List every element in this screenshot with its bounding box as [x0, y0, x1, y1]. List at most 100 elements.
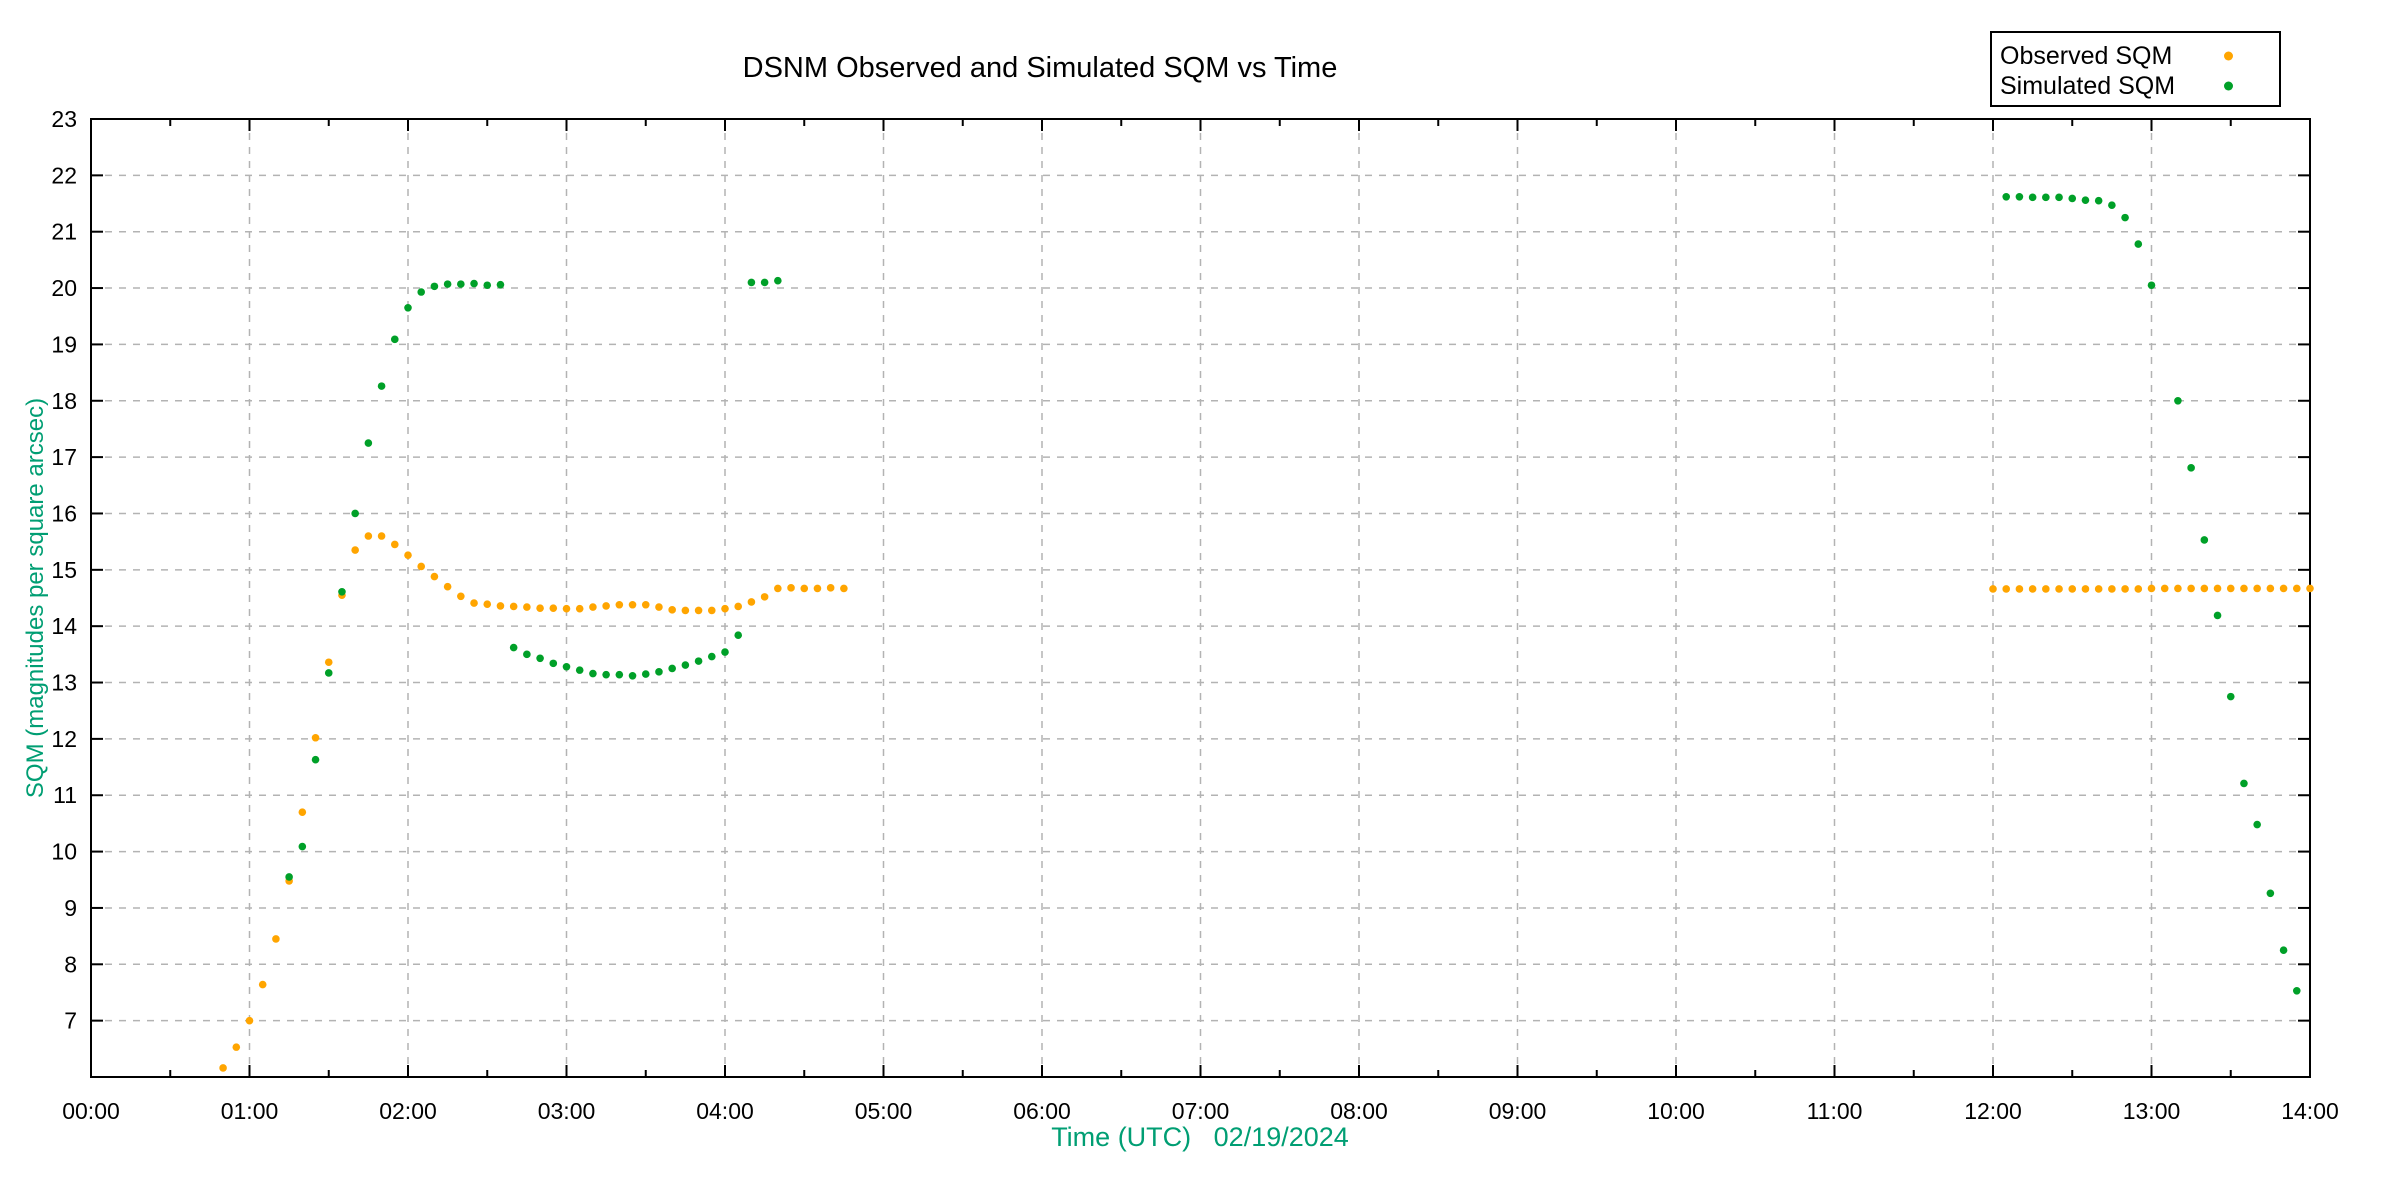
y-tick-label: 19: [51, 331, 77, 357]
legend-label-observed: Observed SQM: [2000, 42, 2173, 70]
x-tick-label: 05:00: [855, 1098, 913, 1124]
data-point-simulated-sqm: [536, 654, 544, 663]
data-point-observed-sqm: [2213, 584, 2222, 593]
x-tick-label: 10:00: [1647, 1098, 1705, 1124]
data-point-observed-sqm: [2306, 584, 2314, 593]
data-point-simulated-sqm: [483, 281, 492, 290]
data-point-observed-sqm: [2266, 584, 2275, 593]
data-point-simulated-sqm: [509, 643, 518, 652]
y-tick-label: 17: [51, 444, 77, 470]
data-point-observed-sqm: [2292, 584, 2301, 593]
data-point-simulated-sqm: [285, 873, 293, 881]
data-point-simulated-sqm: [694, 657, 703, 665]
y-tick-label: 9: [64, 895, 77, 921]
data-point-observed-sqm: [787, 584, 795, 592]
data-point-simulated-sqm: [338, 588, 346, 596]
data-point-observed-sqm: [575, 604, 584, 613]
data-point-observed-sqm: [2068, 585, 2077, 593]
data-point-simulated-sqm: [2094, 196, 2103, 205]
data-point-simulated-sqm: [2028, 193, 2037, 202]
x-tick-label: 11:00: [1807, 1098, 1863, 1124]
data-point-simulated-sqm: [404, 303, 412, 312]
x-tick-label: 07:00: [1172, 1098, 1230, 1124]
data-point-simulated-sqm: [681, 661, 690, 669]
data-point-observed-sqm: [457, 592, 465, 601]
data-point-simulated-sqm: [2068, 194, 2077, 203]
observed-marker-icon: [2224, 51, 2233, 61]
x-tick-label: 08:00: [1330, 1098, 1388, 1124]
data-point-simulated-sqm: [2121, 213, 2129, 222]
y-tick-label: 21: [51, 219, 77, 245]
data-point-simulated-sqm: [2279, 946, 2288, 955]
data-point-observed-sqm: [1989, 585, 1997, 593]
data-point-observed-sqm: [562, 604, 571, 613]
x-tick-label: 13:00: [2123, 1098, 2181, 1124]
data-point-observed-sqm: [800, 584, 809, 593]
data-point-simulated-sqm: [575, 666, 584, 674]
x-tick-label: 00:00: [62, 1098, 120, 1124]
data-point-observed-sqm: [404, 551, 412, 559]
data-point-observed-sqm: [655, 603, 663, 611]
data-point-observed-sqm: [2200, 584, 2209, 593]
data-point-observed-sqm: [2028, 585, 2037, 593]
data-point-simulated-sqm: [496, 280, 505, 289]
legend-box: Observed SQM Simulated SQM: [1990, 31, 2281, 107]
data-point-simulated-sqm: [2253, 820, 2261, 829]
data-point-observed-sqm: [536, 604, 544, 612]
data-point-observed-sqm: [364, 532, 373, 540]
data-point-observed-sqm: [2042, 585, 2050, 593]
data-point-observed-sqm: [523, 603, 531, 611]
data-point-observed-sqm: [813, 584, 822, 593]
x-tick-label: 14:00: [2281, 1098, 2339, 1124]
data-point-observed-sqm: [2108, 585, 2116, 593]
data-point-simulated-sqm: [390, 335, 399, 344]
y-tick-label: 15: [51, 557, 77, 583]
data-point-simulated-sqm: [2187, 464, 2195, 472]
data-point-simulated-sqm: [2042, 193, 2050, 202]
data-point-simulated-sqm: [2055, 193, 2063, 202]
x-tick-label: 02:00: [379, 1098, 437, 1124]
data-point-simulated-sqm: [734, 631, 743, 639]
data-point-observed-sqm: [258, 980, 267, 989]
data-point-observed-sqm: [2174, 584, 2182, 593]
data-point-observed-sqm: [470, 599, 478, 607]
y-tick-label: 22: [51, 162, 77, 188]
data-point-simulated-sqm: [417, 288, 426, 296]
data-point-simulated-sqm: [2213, 611, 2222, 620]
data-point-simulated-sqm: [311, 755, 320, 764]
data-point-observed-sqm: [219, 1064, 227, 1072]
y-tick-label: 14: [51, 613, 77, 639]
data-point-observed-sqm: [747, 598, 756, 606]
y-tick-label: 18: [51, 388, 77, 414]
data-point-observed-sqm: [2134, 585, 2143, 593]
data-point-observed-sqm: [417, 562, 426, 571]
data-point-observed-sqm: [324, 658, 333, 667]
data-point-simulated-sqm: [2226, 692, 2235, 701]
data-point-simulated-sqm: [2108, 201, 2116, 210]
data-point-observed-sqm: [2253, 584, 2261, 593]
y-axis-label: SQM (magnitudes per square arcsec): [22, 397, 49, 799]
data-point-simulated-sqm: [443, 280, 452, 288]
data-point-simulated-sqm: [457, 280, 465, 288]
data-point-observed-sqm: [2240, 584, 2248, 593]
data-point-simulated-sqm: [2002, 192, 2011, 201]
y-tick-label: 13: [51, 670, 77, 696]
data-point-simulated-sqm: [589, 669, 597, 678]
data-point-observed-sqm: [549, 604, 558, 612]
data-point-observed-sqm: [2226, 584, 2235, 593]
data-point-observed-sqm: [2279, 584, 2288, 593]
data-point-simulated-sqm: [2134, 240, 2143, 248]
data-point-observed-sqm: [2187, 584, 2195, 593]
data-point-observed-sqm: [774, 584, 782, 593]
data-point-simulated-sqm: [324, 669, 333, 677]
data-point-simulated-sqm: [602, 670, 610, 679]
data-point-observed-sqm: [589, 603, 597, 611]
data-point-observed-sqm: [232, 1043, 241, 1051]
data-point-observed-sqm: [2081, 585, 2090, 593]
data-point-observed-sqm: [430, 572, 439, 581]
data-point-observed-sqm: [628, 600, 637, 609]
data-point-simulated-sqm: [655, 668, 663, 676]
y-tick-label: 23: [51, 106, 77, 132]
